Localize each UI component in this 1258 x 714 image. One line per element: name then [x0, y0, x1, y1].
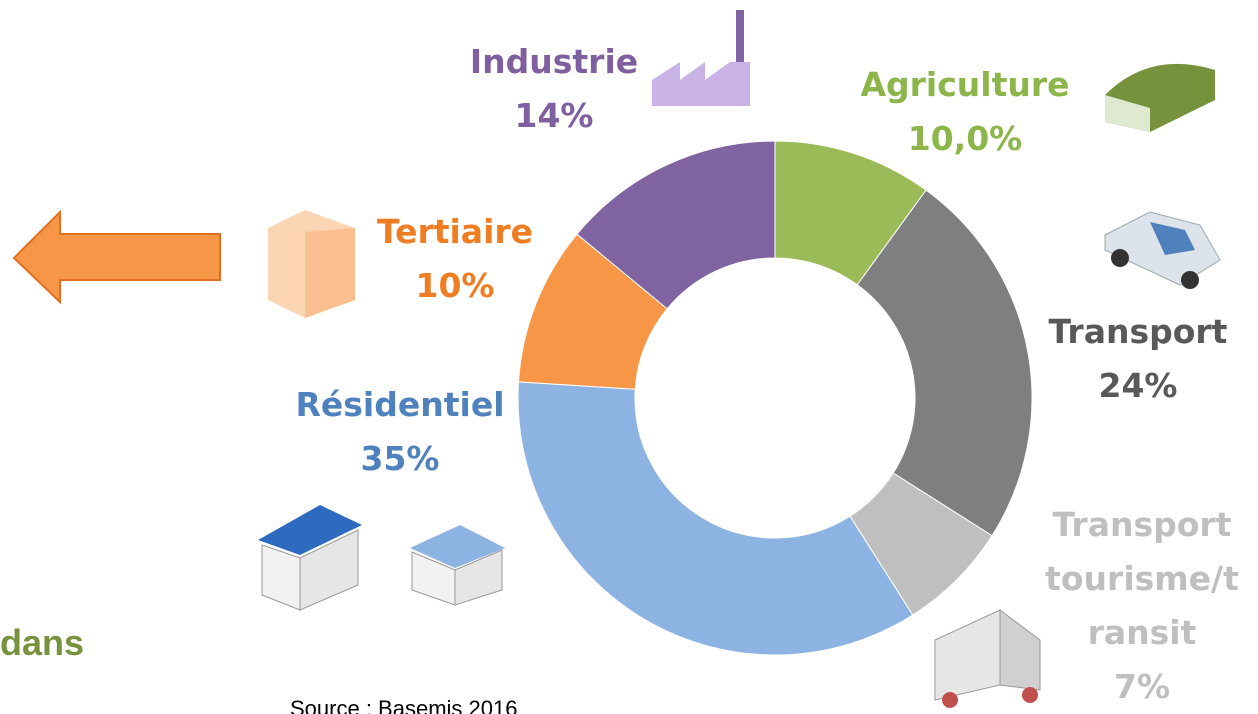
- barn-icon: [1105, 63, 1215, 132]
- slice-label: Transport tourisme/transit 7%: [1042, 498, 1242, 714]
- donut-segment: [517, 381, 914, 656]
- category-name: Tertiaire: [376, 212, 534, 251]
- value-label: 14%: [514, 96, 594, 135]
- category-name: Agriculture: [860, 65, 1070, 104]
- value-label: 24%: [1098, 366, 1178, 405]
- factory-icon: [652, 10, 750, 106]
- arrow-icon: [12, 209, 221, 305]
- value-label: 35%: [360, 439, 440, 478]
- slice-label: Tertiaire 10%: [345, 205, 565, 313]
- building-icon: [268, 210, 355, 318]
- category-name: Industrie: [469, 42, 639, 81]
- donut-segment: [576, 140, 776, 310]
- truck-icon: [934, 609, 1041, 708]
- value-label: 10,0%: [907, 119, 1023, 158]
- source-note: Source : Basemis 2016: [290, 696, 518, 714]
- donut-segment: [856, 189, 1033, 537]
- category-name: Résidentiel: [295, 385, 505, 424]
- value-label: 7%: [1113, 667, 1171, 706]
- slice-label: Industrie 14%: [444, 35, 664, 143]
- category-name: Transport: [1048, 312, 1228, 351]
- text-fragment: dans: [0, 622, 85, 663]
- slice-label: Transport 24%: [1008, 305, 1258, 413]
- slice-label: Résidentiel 35%: [270, 378, 530, 486]
- car-icon: [1104, 211, 1221, 289]
- value-label: 10%: [415, 266, 495, 305]
- slice-label: Agriculture 10,0%: [835, 58, 1095, 166]
- house-icon: [258, 505, 505, 611]
- category-name: Transport tourisme/transit: [1045, 505, 1239, 652]
